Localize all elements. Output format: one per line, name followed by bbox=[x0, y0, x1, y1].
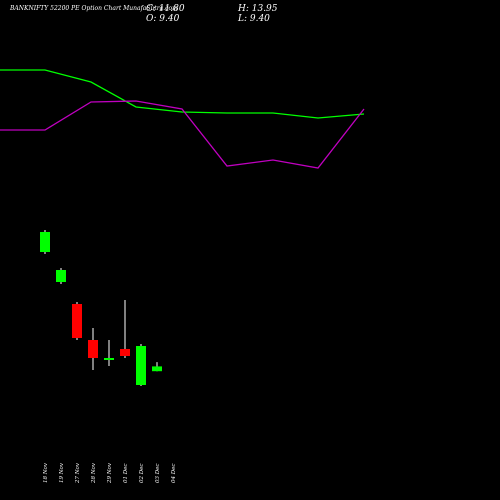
candle-body bbox=[104, 358, 114, 360]
candle-01-dec bbox=[120, 300, 130, 358]
close-value: C: 11.80 bbox=[146, 4, 185, 14]
candle-body bbox=[88, 340, 98, 358]
x-tick-label: 19 Nov bbox=[59, 462, 65, 483]
candle-29-nov bbox=[104, 340, 114, 366]
candle-19-nov bbox=[56, 268, 66, 284]
candle-body bbox=[152, 366, 162, 372]
x-tick-label: 01 Dec bbox=[123, 464, 129, 484]
indicator-line-1 bbox=[0, 69, 365, 119]
candle-03-dec bbox=[152, 362, 162, 372]
x-tick-label: 02 Dec bbox=[139, 464, 145, 484]
candle-body bbox=[72, 304, 82, 338]
low-value: L: 9.40 bbox=[238, 14, 270, 24]
indicator-line-2 bbox=[0, 100, 365, 169]
indicator-lines bbox=[0, 69, 365, 169]
candle-18-nov bbox=[40, 230, 50, 254]
x-tick-label: 18 Nov bbox=[43, 462, 49, 483]
candle-body bbox=[56, 270, 66, 282]
candle-body bbox=[136, 346, 146, 385]
candle-body bbox=[40, 232, 50, 252]
x-tick-label: 04 Dec bbox=[171, 464, 177, 484]
candle-27-nov bbox=[72, 302, 82, 340]
open-value: O: 9.40 bbox=[146, 14, 180, 24]
x-axis-labels: 18 Nov 19 Nov 27 Nov 28 Nov 29 Nov 01 Dec 02 D… bbox=[43, 462, 177, 484]
high-value: H: 13.95 bbox=[238, 4, 278, 14]
candle-02-dec bbox=[136, 344, 146, 386]
candles-group bbox=[40, 230, 162, 386]
x-tick-label: 27 Nov bbox=[75, 462, 81, 484]
candle-28-nov bbox=[88, 328, 98, 370]
x-tick-label: 29 Nov bbox=[107, 462, 113, 484]
chart-title: BANKNIFTY 52200 PE Option Chart MunafaSu… bbox=[10, 5, 178, 12]
candle-body bbox=[120, 349, 130, 356]
x-tick-label: 28 Nov bbox=[91, 462, 97, 484]
x-tick-label: 03 Dec bbox=[155, 464, 161, 484]
